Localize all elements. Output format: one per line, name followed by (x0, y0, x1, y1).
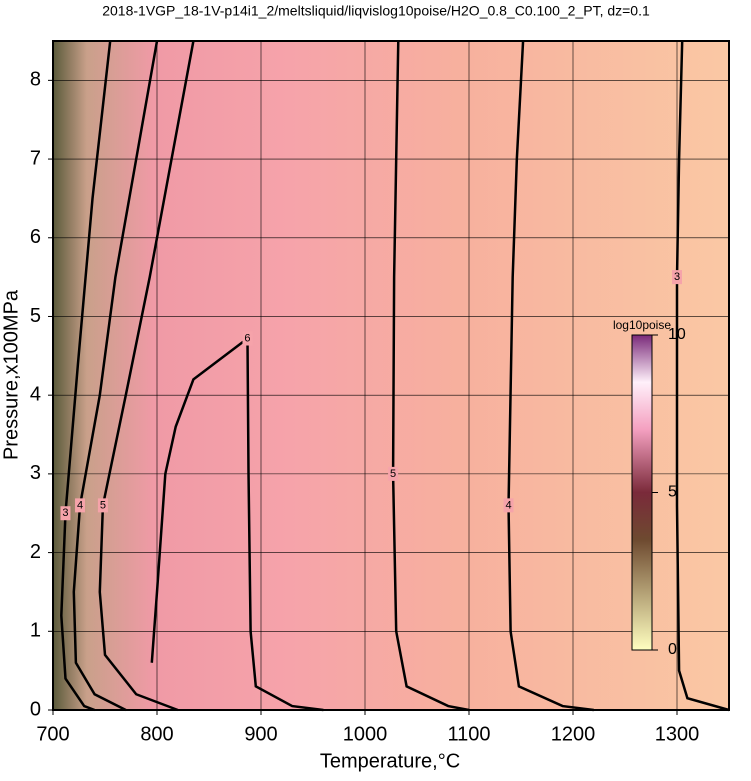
y-tick-label: 6 (30, 226, 41, 248)
x-tick-label: 1100 (447, 723, 490, 745)
contour-label-bg (75, 498, 86, 513)
x-tick-label: 1000 (343, 723, 388, 745)
colorbar (631, 334, 653, 651)
contour-label: 3 (674, 271, 680, 283)
contour-label: 5 (390, 468, 396, 480)
colorbar-title: log10poise (613, 318, 671, 332)
contour-line (391, 40, 470, 712)
x-tick-label: 1200 (551, 723, 596, 745)
colorbar-tick-label: 10 (668, 326, 686, 343)
contour-label-bg (60, 506, 71, 521)
contour-label-bg (672, 270, 682, 285)
plot-frame (52, 40, 730, 711)
y-tick-label: 5 (30, 305, 41, 327)
contour-line (507, 40, 594, 712)
contour-label-bg (388, 466, 399, 481)
y-axis-label: Pressure,x100MPa (0, 289, 22, 460)
contour-label: 4 (77, 499, 83, 511)
y-tick-label: 7 (30, 147, 41, 169)
contour-label: 6 (244, 332, 250, 344)
y-tick-label: 2 (30, 541, 41, 563)
y-tick-label: 8 (30, 69, 41, 91)
colorbar-tick-label: 0 (668, 641, 677, 658)
contour-line (72, 40, 159, 712)
contour-line (150, 336, 324, 712)
y-tick-label: 4 (30, 383, 41, 405)
x-axis-label: Temperature,°C (320, 750, 460, 772)
contour-label: 4 (505, 499, 511, 511)
y-tick-label: 3 (30, 462, 41, 484)
chart-title: 2018-1VGP_18-1V-p14i1_2/meltsliquid/liqv… (102, 3, 650, 19)
contour-label: 5 (100, 499, 106, 511)
x-tick-label: 700 (36, 723, 69, 745)
contour-label: 3 (62, 507, 68, 519)
x-tick-label: 900 (244, 723, 277, 745)
y-tick-label: 0 (30, 698, 41, 720)
contour-line (60, 40, 112, 712)
contour-line (675, 40, 730, 712)
colorbar-tick-label: 5 (668, 484, 677, 501)
plot-background (53, 41, 729, 710)
contour-line (98, 40, 195, 712)
x-tick-label: 800 (140, 723, 173, 745)
contour-label-bg (97, 498, 108, 513)
x-tick-label: 1300 (655, 723, 700, 745)
contour-label-bg (242, 331, 253, 346)
contour-label-bg (503, 498, 514, 513)
y-tick-label: 1 (30, 620, 41, 642)
